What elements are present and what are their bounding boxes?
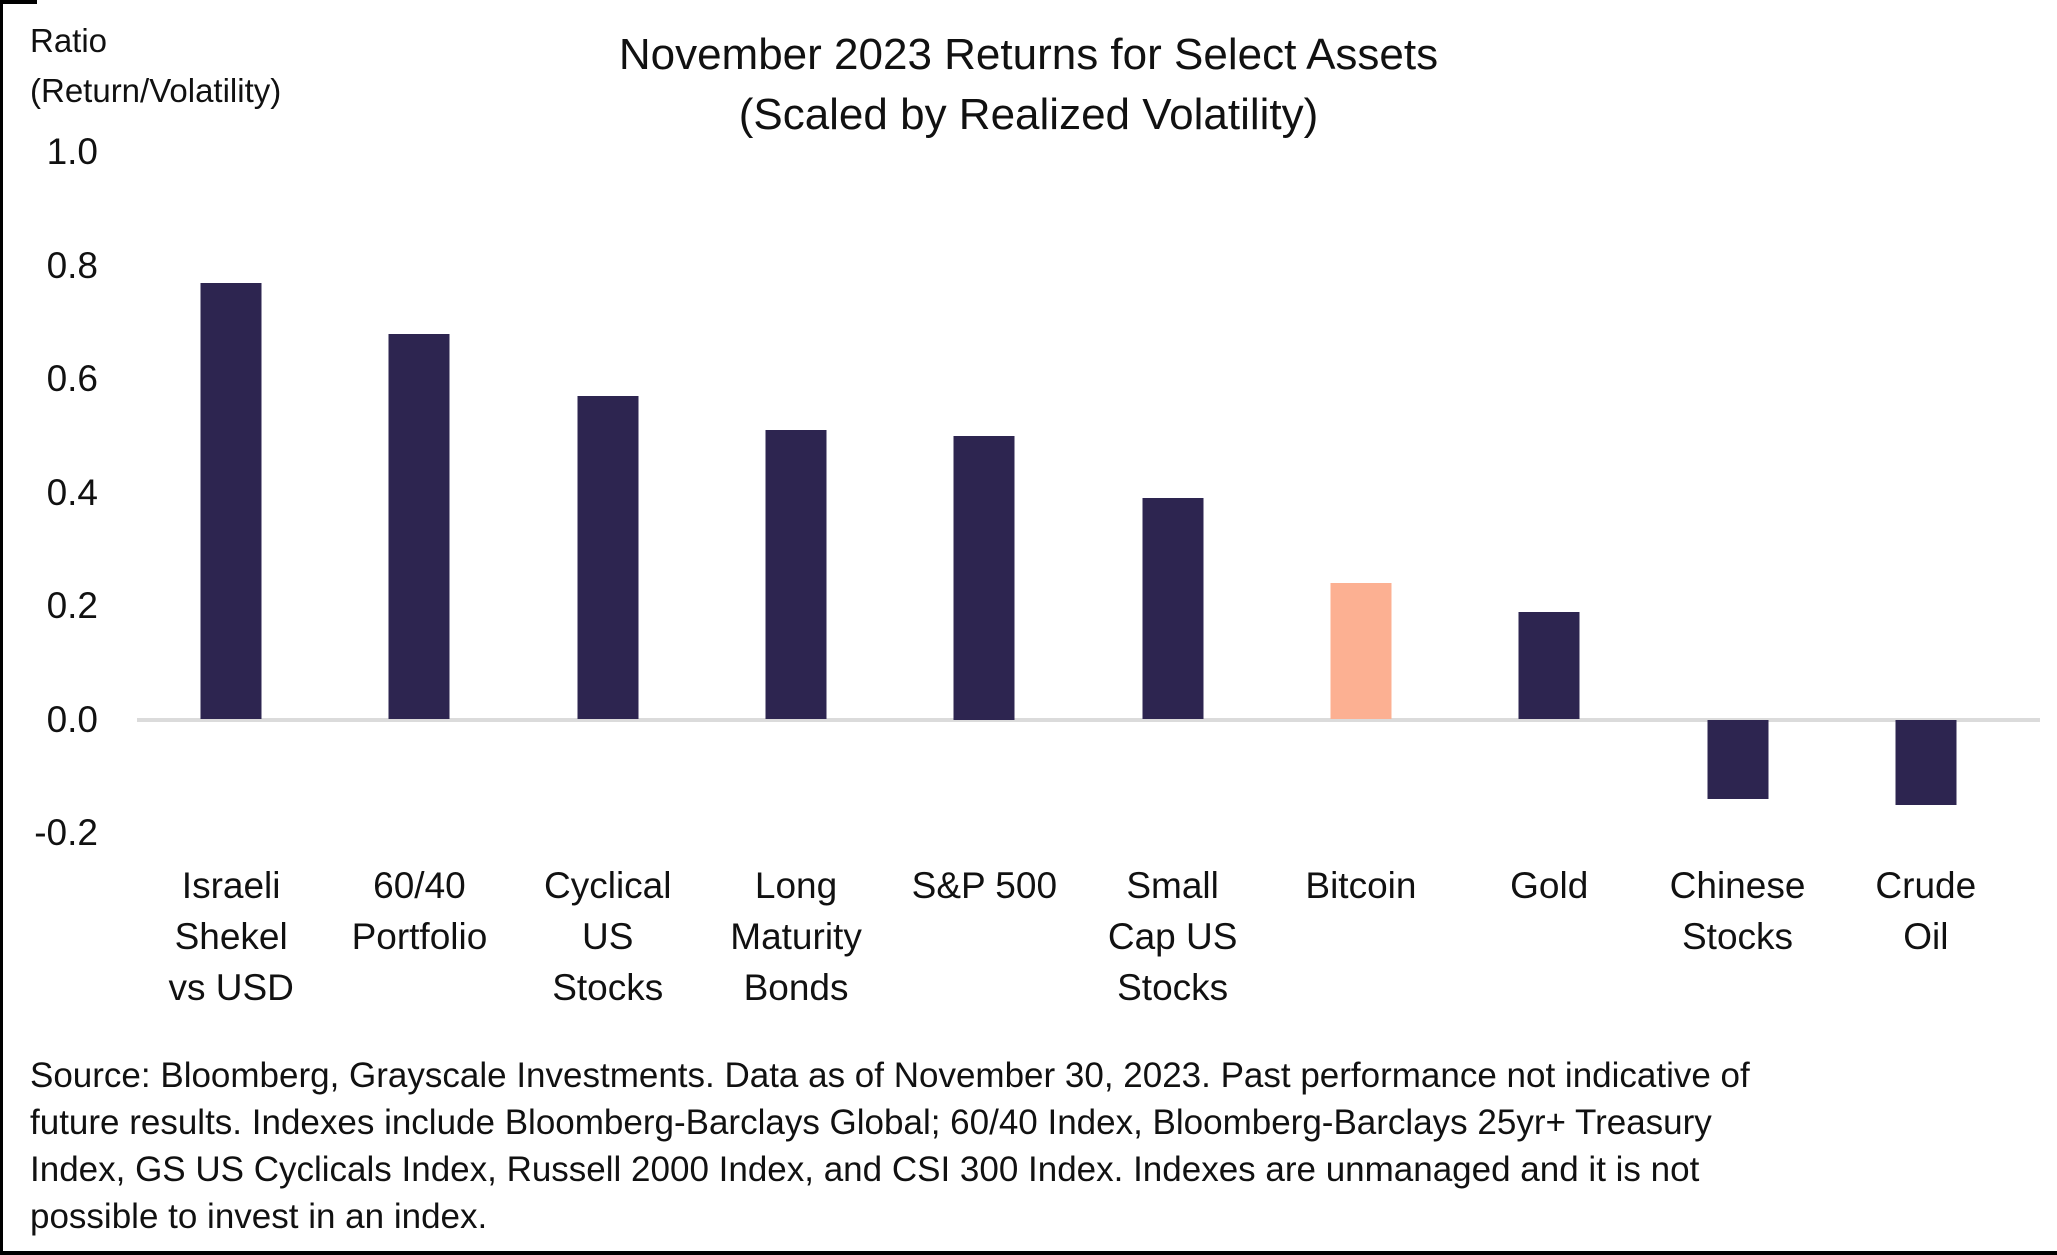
source-note-line: possible to invest in an index. (30, 1197, 488, 1236)
plot-area (137, 152, 2020, 833)
frame-bottom-edge (0, 1251, 2057, 1255)
x-label-60-40-portfolio: 60/40 Portfolio (351, 865, 488, 957)
frame-left-edge (0, 0, 3, 1255)
y-axis-unit-label: Ratio (Return/Volatility) (30, 22, 282, 109)
x-label-bitcoin: Bitcoin (1305, 865, 1417, 906)
bar-israeli-shekel-vs-usd (200, 282, 262, 720)
x-label-israeli-shekel-vs-usd: Israeli Shekel vs USD (168, 865, 294, 1008)
bar-s-p-500 (953, 435, 1015, 720)
chart-title: November 2023 Returns for Select Assets … (618, 30, 1439, 139)
y-tick-label: 0.2 (46, 585, 98, 626)
x-label-s-p-500: S&P 500 (911, 865, 1058, 906)
x-label-small-cap-us-stocks: Small Cap US Stocks (1107, 865, 1238, 1008)
zero-baseline (137, 717, 2040, 722)
bar-column-s-p-500 (890, 152, 1078, 833)
source-note-line: future results. Indexes include Bloomber… (30, 1103, 1712, 1142)
y-tick-label: 0.6 (46, 358, 98, 399)
source-note: Source: Bloomberg, Grayscale Investments… (30, 1052, 2030, 1240)
source-note-line: Index, GS US Cyclicals Index, Russell 20… (30, 1150, 1700, 1189)
x-axis-category-labels: Israeli Shekel vs USD 60/40 Portfolio Cycl… (137, 860, 2020, 1013)
bar-small-cap-us-stocks (1142, 498, 1204, 720)
bar-column-israeli-shekel-vs-usd (137, 152, 325, 833)
bar-column-60-40-portfolio (325, 152, 513, 833)
x-label-chinese-stocks: Chinese Stocks (1669, 865, 1806, 957)
y-tick-label: 1.0 (46, 131, 98, 172)
bar-column-long-maturity-bonds (702, 152, 890, 833)
bar-column-chinese-stocks (1643, 152, 1831, 833)
x-label-long-maturity-bonds: Long Maturity Bonds (730, 865, 862, 1008)
source-note-line: Source: Bloomberg, Grayscale Investments… (30, 1056, 1750, 1095)
bar-column-cyclical-us-stocks (514, 152, 702, 833)
bar-60-40-portfolio (388, 333, 450, 720)
x-label-crude-oil: Crude Oil (1875, 865, 1977, 957)
bar-long-maturity-bonds (765, 430, 827, 720)
y-tick-label: -0.2 (34, 812, 98, 853)
x-label-cyclical-us-stocks: Cyclical US Stocks (544, 865, 672, 1008)
bar-bitcoin (1330, 583, 1392, 720)
bar-cyclical-us-stocks (577, 396, 639, 720)
bar-column-bitcoin (1267, 152, 1455, 833)
x-label-gold: Gold (1510, 865, 1589, 906)
y-tick-label: 0.4 (46, 471, 98, 513)
bar-column-gold (1455, 152, 1643, 833)
y-tick-label: 0.0 (46, 698, 98, 740)
y-tick-label: 0.8 (46, 244, 98, 286)
bar-column-small-cap-us-stocks (1078, 152, 1266, 833)
bar-column-crude-oil (1832, 152, 2020, 833)
bar-chinese-stocks (1707, 719, 1769, 799)
frame-top-left-remnant (0, 0, 37, 4)
bar-crude-oil (1895, 719, 1957, 805)
bar-gold (1518, 611, 1580, 720)
